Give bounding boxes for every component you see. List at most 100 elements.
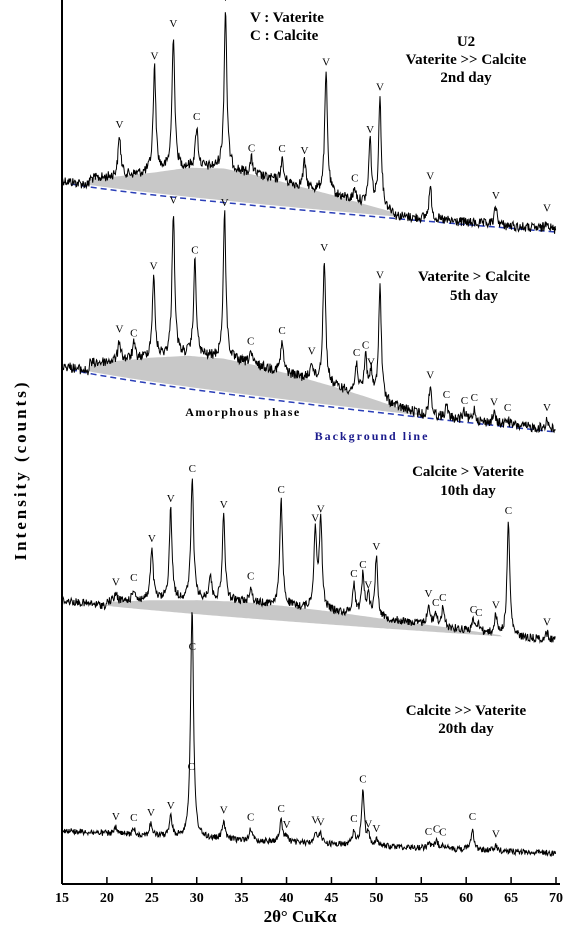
peak-label: V xyxy=(169,195,177,207)
amorphous-region xyxy=(88,167,395,217)
peak-label: C xyxy=(130,812,137,824)
peak-label: V xyxy=(112,577,120,589)
peak-label: V xyxy=(424,588,432,600)
series-name-10th: 10th day xyxy=(440,483,496,499)
x-tick-label: 25 xyxy=(145,891,159,906)
legend-vaterite: V : Vaterite xyxy=(250,10,324,26)
x-tick-label: 70 xyxy=(549,891,563,906)
peak-label: C xyxy=(277,484,284,496)
peak-label: C xyxy=(248,142,255,154)
peak-label: C xyxy=(439,827,446,839)
peak-label: C xyxy=(433,823,440,835)
peak-label: C xyxy=(425,826,432,838)
peak-label: C xyxy=(359,559,366,571)
peak-label: C xyxy=(362,340,369,352)
background-lines xyxy=(70,183,557,433)
peak-label: V xyxy=(148,533,156,545)
peak-labels: VVVCVCCVVCVVVVVVCVVCVCCVVCCVVVCCCVCVVCVV… xyxy=(112,0,551,841)
peak-label: C xyxy=(439,592,446,604)
x-tick-label: 65 xyxy=(504,891,518,906)
peak-label: V xyxy=(543,616,551,628)
peak-label: V xyxy=(220,499,228,511)
peak-label: V xyxy=(169,18,177,30)
series-condition-5th: Vaterite > Calcite xyxy=(418,269,530,285)
peak-label: V xyxy=(221,0,229,4)
peak-label: C xyxy=(193,111,200,123)
peak-label: C xyxy=(278,143,285,155)
series-condition-10th: Calcite > Vaterite xyxy=(412,464,524,480)
peak-label: V xyxy=(364,580,372,592)
peak-label: V xyxy=(492,600,500,612)
peak-label: V xyxy=(220,804,228,816)
peak-label: C xyxy=(470,604,477,616)
peak-label: V xyxy=(426,171,434,183)
peak-label: C xyxy=(277,803,284,815)
peak-label: V xyxy=(311,814,319,826)
xrd-trace xyxy=(61,210,556,434)
peak-label: V xyxy=(492,190,500,202)
x-tick-label: 30 xyxy=(190,891,204,906)
amorphous-phase-label: Amorphous phase xyxy=(185,405,301,419)
series-condition-20th: Calcite >> Vaterite xyxy=(406,703,527,719)
sample-label: U2 xyxy=(457,34,475,50)
xrd-trace xyxy=(61,478,556,644)
peak-label: V xyxy=(116,119,124,131)
peak-label: V xyxy=(308,345,316,357)
peak-label: V xyxy=(372,541,380,553)
peak-label: C xyxy=(130,572,137,584)
peak-label: V xyxy=(426,369,434,381)
x-tick-label: 35 xyxy=(235,891,249,906)
series-name-2nd: 2nd day xyxy=(440,70,492,86)
peak-label: C xyxy=(350,813,357,825)
xrd-trace xyxy=(61,12,557,234)
peak-label: V xyxy=(372,823,380,835)
peak-label: C xyxy=(475,607,482,619)
peak-label: C xyxy=(505,505,512,517)
peak-label: V xyxy=(376,81,384,93)
peak-label: C xyxy=(469,811,476,823)
peak-label: C xyxy=(247,812,254,824)
peak-label: C xyxy=(443,389,450,401)
peak-label: V xyxy=(167,493,175,505)
x-tick-label: 45 xyxy=(324,891,338,906)
x-tick-label: 50 xyxy=(369,891,383,906)
peak-label: V xyxy=(221,197,229,209)
x-axis-label: 2θ° CuKα xyxy=(264,907,337,926)
peak-label: V xyxy=(283,819,291,831)
series-name-5th: 5th day xyxy=(450,288,498,304)
peak-label: V xyxy=(492,829,500,841)
x-tick-label: 60 xyxy=(459,891,473,906)
peak-label: V xyxy=(322,56,330,68)
peak-label: V xyxy=(311,513,319,525)
peak-label: V xyxy=(366,124,374,136)
amorphous-region xyxy=(106,600,503,637)
peak-label: V xyxy=(317,817,325,829)
legend-calcite: C : Calcite xyxy=(250,28,319,44)
peak-label: C xyxy=(247,335,254,347)
x-tick-label: 20 xyxy=(100,891,114,906)
amorphous-regions xyxy=(88,167,503,637)
peak-label: C xyxy=(504,402,511,414)
diffraction-traces xyxy=(61,12,557,857)
peak-label: V xyxy=(364,819,372,831)
peak-label: V xyxy=(367,356,375,368)
x-axis: 15 20 25 30 35 40 45 50 55 60 65 70 xyxy=(55,877,563,906)
peak-label: C xyxy=(247,571,254,583)
xrd-trace xyxy=(61,612,557,857)
peak-label: C xyxy=(353,347,360,359)
amorphous-region xyxy=(88,355,422,416)
plot-frame xyxy=(61,0,560,885)
background-line xyxy=(70,368,557,433)
series-condition-2nd: Vaterite >> Calcite xyxy=(406,52,527,68)
x-tick-label: 55 xyxy=(414,891,428,906)
peak-label: C xyxy=(189,463,196,475)
peak-label: V xyxy=(543,202,551,214)
background-line xyxy=(70,183,557,233)
peak-label: V xyxy=(150,261,158,273)
peak-label: V xyxy=(376,269,384,281)
x-tick-label: 40 xyxy=(280,891,294,906)
y-axis-label: Intensity (counts) xyxy=(11,379,30,560)
peak-label: C xyxy=(359,773,366,785)
peak-label: V xyxy=(320,242,328,254)
peak-label: V xyxy=(151,50,159,62)
